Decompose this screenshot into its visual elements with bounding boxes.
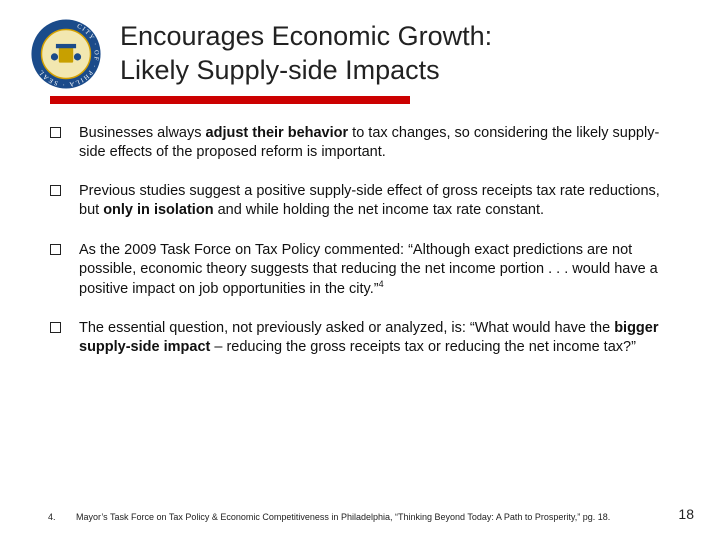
- bullet-list: Businesses always adjust their behavior …: [30, 124, 690, 357]
- bullet-item: Previous studies suggest a positive supp…: [50, 182, 680, 220]
- footnote-ref: 4: [379, 279, 384, 289]
- bullet-item: The essential question, not previously a…: [50, 319, 680, 357]
- footnote: 4. Mayor’s Task Force on Tax Policy & Ec…: [48, 512, 660, 522]
- title-line1: Encourages Economic Growth:: [120, 21, 492, 51]
- footnote-text: Mayor’s Task Force on Tax Policy & Econo…: [76, 512, 610, 522]
- bullet-square-icon: [50, 185, 61, 196]
- bullet-item: As the 2009 Task Force on Tax Policy com…: [50, 241, 680, 299]
- bullet-item: Businesses always adjust their behavior …: [50, 124, 680, 162]
- title-underline: [50, 96, 410, 104]
- bullet-text: The essential question, not previously a…: [79, 319, 680, 357]
- bullet-square-icon: [50, 322, 61, 333]
- header: CITY · OF · PHILA · SEAL Encourages Econ…: [30, 18, 690, 90]
- bullet-text: Businesses always adjust their behavior …: [79, 124, 680, 162]
- bullet-text: As the 2009 Task Force on Tax Policy com…: [79, 241, 680, 299]
- bullet-square-icon: [50, 127, 61, 138]
- bullet-text: Previous studies suggest a positive supp…: [79, 182, 680, 220]
- slide: CITY · OF · PHILA · SEAL Encourages Econ…: [0, 0, 720, 540]
- page-number: 18: [678, 506, 694, 522]
- title-line2: Likely Supply-side Impacts: [120, 55, 440, 85]
- bullet-square-icon: [50, 244, 61, 255]
- city-seal-icon: CITY · OF · PHILA · SEAL: [30, 18, 102, 90]
- footnote-number: 4.: [48, 512, 76, 522]
- slide-title: Encourages Economic Growth: Likely Suppl…: [120, 18, 492, 88]
